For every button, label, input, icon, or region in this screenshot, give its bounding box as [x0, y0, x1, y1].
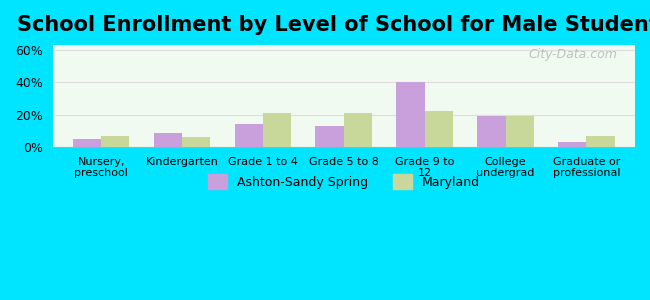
- Bar: [182, 137, 211, 147]
- Bar: [153, 133, 182, 147]
- Bar: [73, 139, 101, 147]
- Bar: [315, 126, 344, 147]
- Bar: [506, 116, 534, 147]
- Bar: [396, 82, 424, 147]
- Title: School Enrollment by Level of School for Male Students: School Enrollment by Level of School for…: [17, 15, 650, 35]
- Bar: [235, 124, 263, 147]
- Bar: [477, 116, 506, 147]
- Text: City-Data.com: City-Data.com: [528, 48, 618, 61]
- Bar: [586, 136, 615, 147]
- Legend: Ashton-Sandy Spring, Maryland: Ashton-Sandy Spring, Maryland: [203, 169, 485, 194]
- Bar: [263, 113, 291, 147]
- Bar: [424, 111, 453, 147]
- Bar: [101, 136, 129, 147]
- Bar: [558, 142, 586, 147]
- Bar: [344, 113, 372, 147]
